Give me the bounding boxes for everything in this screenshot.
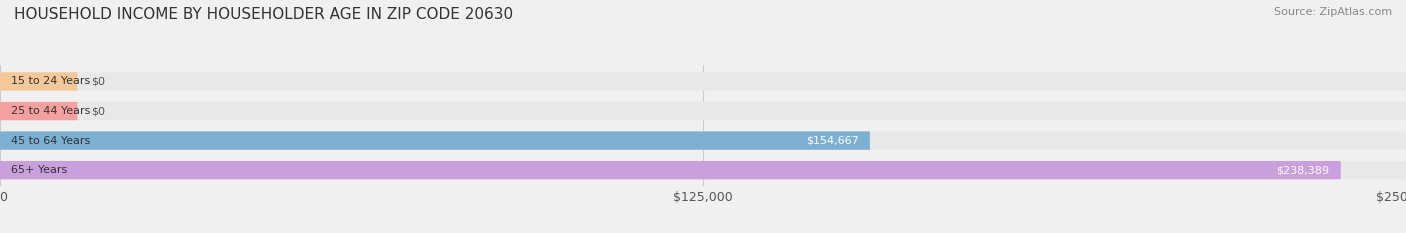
FancyBboxPatch shape (0, 161, 1406, 179)
Text: $0: $0 (91, 106, 105, 116)
Text: 65+ Years: 65+ Years (11, 165, 67, 175)
Text: 25 to 44 Years: 25 to 44 Years (11, 106, 90, 116)
FancyBboxPatch shape (0, 131, 1406, 150)
Text: Source: ZipAtlas.com: Source: ZipAtlas.com (1274, 7, 1392, 17)
Text: $0: $0 (91, 76, 105, 86)
FancyBboxPatch shape (0, 102, 77, 120)
Text: $238,389: $238,389 (1277, 165, 1330, 175)
FancyBboxPatch shape (0, 72, 1406, 91)
FancyBboxPatch shape (0, 72, 77, 91)
FancyBboxPatch shape (0, 102, 1406, 120)
Text: $154,667: $154,667 (806, 136, 859, 146)
FancyBboxPatch shape (0, 161, 1341, 179)
FancyBboxPatch shape (0, 131, 870, 150)
Text: 45 to 64 Years: 45 to 64 Years (11, 136, 90, 146)
Text: HOUSEHOLD INCOME BY HOUSEHOLDER AGE IN ZIP CODE 20630: HOUSEHOLD INCOME BY HOUSEHOLDER AGE IN Z… (14, 7, 513, 22)
Text: 15 to 24 Years: 15 to 24 Years (11, 76, 90, 86)
